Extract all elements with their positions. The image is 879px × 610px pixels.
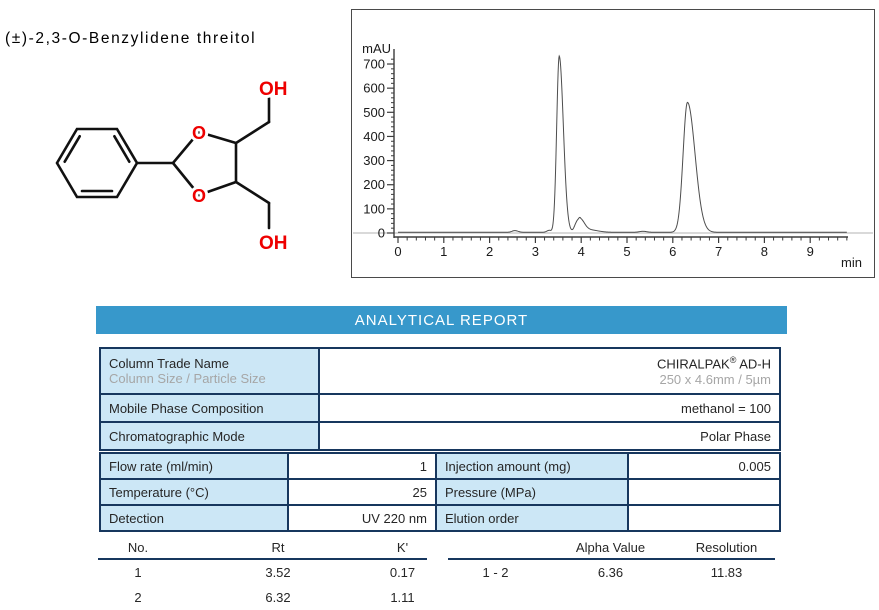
- peak-pair: 1 - 2: [482, 565, 509, 580]
- resolution-value: 11.83: [710, 565, 743, 580]
- x-tick-label: 5: [623, 244, 630, 259]
- x-axis-unit-label: min: [841, 255, 862, 270]
- y-tick-label: 200: [363, 177, 385, 192]
- y-tick-label: 400: [363, 129, 385, 144]
- y-tick-label: 300: [363, 153, 385, 168]
- column-name-text: CHIRALPAK® AD-H: [656, 355, 771, 372]
- kprime-header: K': [396, 539, 409, 555]
- pressure-value: [627, 478, 781, 506]
- peak-no: 1: [134, 565, 142, 580]
- flow-rate-label: Flow rate (ml/min): [98, 452, 290, 480]
- temperature-label: Temperature (°C): [98, 478, 290, 506]
- peak-kprime: 0.17: [389, 565, 416, 580]
- peak-no: 2: [134, 590, 142, 605]
- bond: [171, 161, 201, 197]
- alpha-header: Alpha Value: [575, 539, 646, 555]
- peak-kprime: 1.11: [390, 590, 415, 605]
- parameters-table: Flow rate (ml/min) 1 Injection amount (m…: [98, 452, 781, 532]
- no-header: No.: [127, 539, 149, 555]
- y-tick-label: 500: [363, 105, 385, 120]
- detection-label: Detection: [98, 504, 290, 532]
- injection-amount-label: Injection amount (mg): [434, 452, 630, 480]
- bond: [234, 120, 271, 145]
- table-row: 2 6.32 1.11: [98, 585, 427, 610]
- benzene-ring: [55, 127, 139, 199]
- elution-order-value: [627, 504, 781, 532]
- temperature-value: 25: [287, 478, 437, 506]
- atom-label-o-top: O: [192, 123, 206, 143]
- x-tick-label: 2: [486, 244, 493, 259]
- column-trade-name-value: CHIRALPAK® AD-H 250 x 4.6mm / 5µm: [318, 347, 781, 395]
- results-section: No. Rt K' 1 3.52 0.17 2 6.32 1.11 Alpha …: [98, 536, 779, 606]
- atom-label-oh-bottom: OH: [259, 233, 288, 254]
- mobile-phase-value: methanol = 100: [318, 393, 781, 423]
- double-bond: [113, 135, 131, 163]
- mobile-phase-label: Mobile Phase Composition: [99, 393, 320, 423]
- x-tick-label: 4: [578, 244, 585, 259]
- separation-results-header: Alpha Value Resolution: [448, 536, 775, 560]
- x-tick-label: 3: [532, 244, 539, 259]
- y-tick-label: 700: [363, 57, 385, 72]
- signal-trace: [398, 54, 847, 233]
- double-bond: [63, 135, 81, 163]
- detection-value: UV 220 nm: [287, 504, 437, 532]
- flow-rate-value: 1: [287, 452, 437, 480]
- x-tick-label: 8: [761, 244, 768, 259]
- bond: [197, 180, 238, 197]
- registered-mark: ®: [729, 355, 737, 366]
- y-tick-label: 100: [363, 201, 385, 216]
- x-tick-label: 1: [440, 244, 447, 259]
- y-tick-label: 0: [378, 226, 385, 241]
- conditions-table: Column Trade Name Column Size / Particle…: [99, 347, 781, 451]
- x-tick-label: 0: [394, 244, 401, 259]
- atom-label-oh-top: OH: [259, 79, 288, 100]
- y-axis-unit-label: mAU: [362, 41, 391, 56]
- bond: [197, 130, 238, 145]
- report-header: ANALYTICAL REPORT: [96, 306, 787, 334]
- bond: [171, 130, 201, 165]
- chromatographic-mode-value: Polar Phase: [318, 421, 781, 451]
- atom-label-o-bottom: O: [192, 186, 206, 206]
- peak-rt: 6.32: [265, 590, 291, 605]
- x-tick-label: 9: [807, 244, 814, 259]
- rt-header: Rt: [271, 539, 285, 555]
- elution-order-label: Elution order: [434, 504, 630, 532]
- table-row: 1 3.52 0.17: [98, 560, 427, 585]
- separation-results-table: Alpha Value Resolution 1 - 2 6.36 11.83: [448, 536, 775, 585]
- peak-results-header: No. Rt K': [98, 536, 427, 560]
- table-row: 1 - 2 6.36 11.83: [448, 560, 775, 585]
- resolution-header: Resolution: [695, 539, 758, 555]
- column-trade-name-text: Column Trade Name: [109, 356, 229, 371]
- peak-results-table: No. Rt K' 1 3.52 0.17 2 6.32 1.11: [98, 536, 427, 610]
- peak-rt: 3.52: [265, 565, 291, 580]
- chromatographic-mode-label: Chromatographic Mode: [99, 421, 320, 451]
- compound-title: (±)-2,3-O-Benzylidene threitol: [5, 30, 257, 47]
- column-size-value: 250 x 4.6mm / 5µm: [659, 371, 771, 387]
- pressure-label: Pressure (MPa): [434, 478, 630, 506]
- column-trade-name-label: Column Trade Name Column Size / Particle…: [99, 347, 320, 395]
- x-tick-label: 6: [669, 244, 676, 259]
- x-tick-label: 7: [715, 244, 722, 259]
- bond: [234, 180, 271, 205]
- molecule-structure: O O OH OH: [55, 78, 291, 255]
- column-size-label: Column Size / Particle Size: [109, 371, 266, 386]
- injection-amount-value: 0.005: [627, 452, 781, 480]
- y-tick-label: 600: [363, 81, 385, 96]
- alpha-value: 6.36: [597, 565, 624, 580]
